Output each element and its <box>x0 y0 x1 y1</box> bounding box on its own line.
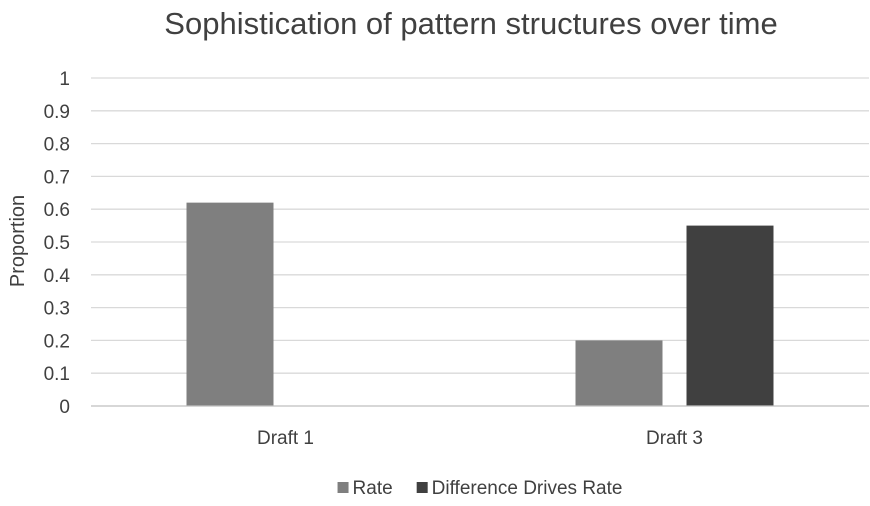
chart-title: Sophistication of pattern structures ove… <box>164 6 777 41</box>
y-tick-label: 0.3 <box>44 299 70 320</box>
y-axis-label: Proportion <box>7 195 29 287</box>
bar-rate-draft-1 <box>186 202 274 406</box>
y-tick-label: 0.2 <box>44 331 70 352</box>
y-tick-label: 0.1 <box>44 364 70 385</box>
y-tick-label: 0.4 <box>44 266 71 287</box>
bar-difference-drives-rate-draft-3 <box>686 225 774 406</box>
legend-item: Difference Drives Rate <box>416 478 623 499</box>
x-tick-label: Draft 1 <box>257 428 314 449</box>
x-tick-label: Draft 3 <box>646 428 703 449</box>
bar-rate-draft-3 <box>575 340 663 406</box>
y-axis-tick-labels: 0 0.1 0.2 0.3 0.4 0.5 0.6 0.7 0.8 0.9 1 <box>44 69 71 418</box>
y-tick-label: 0 <box>59 397 70 418</box>
y-tick-label: 0.9 <box>44 102 70 123</box>
y-tick-label: 0.8 <box>44 135 70 156</box>
bars <box>186 202 774 406</box>
legend-swatch <box>416 482 428 493</box>
legend: Rate Difference Drives Rate <box>337 478 623 499</box>
x-axis-tick-labels: Draft 1 Draft 3 <box>257 428 703 449</box>
legend-swatch <box>337 482 349 493</box>
legend-label: Difference Drives Rate <box>432 478 623 499</box>
legend-label: Rate <box>353 478 393 499</box>
y-tick-label: 1 <box>59 69 70 90</box>
legend-item: Rate <box>337 478 393 499</box>
y-tick-label: 0.6 <box>44 200 70 221</box>
y-tick-label: 0.5 <box>44 233 70 254</box>
y-tick-label: 0.7 <box>44 167 70 188</box>
